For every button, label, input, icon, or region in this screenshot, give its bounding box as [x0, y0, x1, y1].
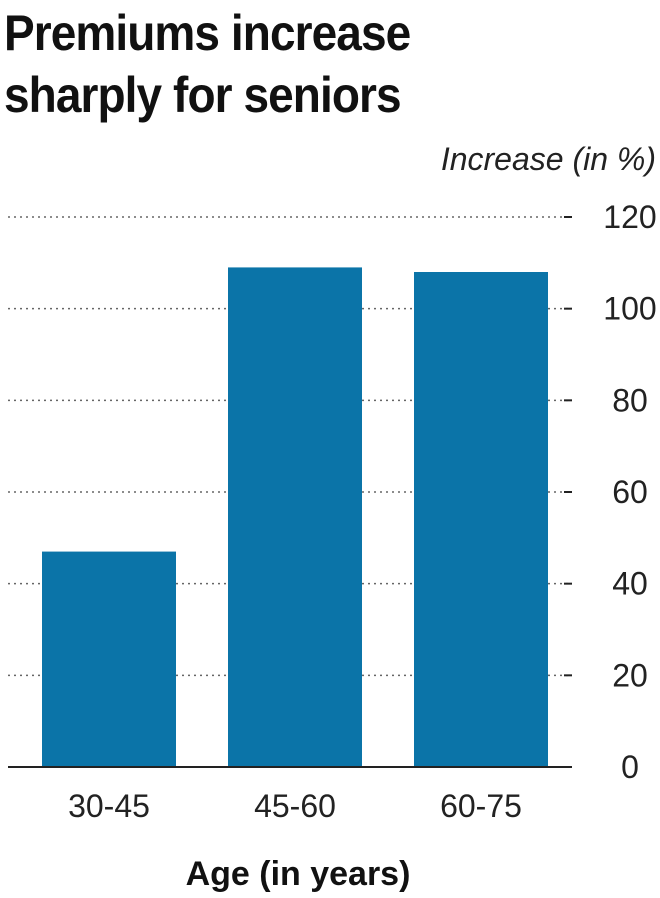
x-axis-ticks: 30-45 45-60 60-75 — [68, 788, 522, 824]
chart-title: Premiums increase sharply for seniors — [4, 2, 411, 126]
y-tick-label-120: 120 — [603, 199, 656, 235]
x-tick-label-60-75: 60-75 — [440, 788, 522, 824]
bar-45-60 — [228, 267, 362, 767]
x-tick-label-30-45: 30-45 — [68, 788, 150, 824]
y-tick-label-0: 0 — [621, 749, 639, 785]
y-tick-label-60: 60 — [612, 474, 648, 510]
chart-title-line-1: Premiums increase — [4, 5, 411, 61]
y-axis-ticks: 0 20 40 60 80 100 120 — [564, 199, 657, 785]
y-axis-label: Increase (in %) — [441, 141, 656, 177]
x-tick-label-45-60: 45-60 — [254, 788, 336, 824]
y-tick-label-40: 40 — [612, 566, 648, 602]
x-axis-label: Age (in years) — [186, 855, 411, 893]
bar-60-75 — [414, 272, 548, 767]
bars — [42, 267, 548, 767]
y-tick-label-100: 100 — [603, 291, 656, 327]
bar-30-45 — [42, 551, 176, 767]
chart-title-line-2: sharply for seniors — [4, 67, 402, 123]
y-tick-label-20: 20 — [612, 657, 648, 693]
y-tick-label-80: 80 — [612, 382, 648, 418]
